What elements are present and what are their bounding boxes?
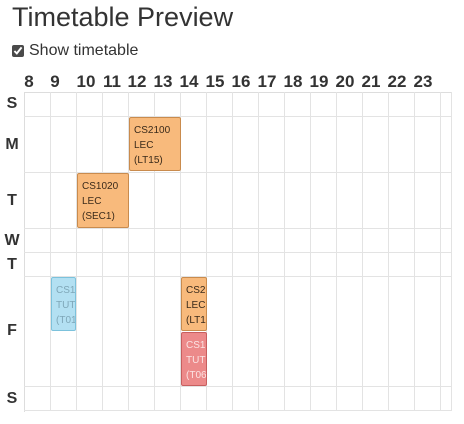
grid-col-line (336, 92, 337, 411)
grid-col-line (451, 92, 452, 411)
event-type: LEC (82, 196, 102, 207)
hour-label-22: 22 (387, 72, 407, 91)
event-group: (T01 (56, 315, 76, 326)
grid-row-line (24, 172, 452, 173)
event-type: TUT (56, 300, 76, 311)
timetable-event-cs2-lec[interactable]: CS2 LEC (LT1 (181, 277, 207, 331)
grid-col-line (284, 92, 285, 411)
day-label-friday: F (7, 322, 17, 339)
grid-row-line (24, 276, 452, 277)
grid-col-line (50, 92, 51, 411)
hour-label-9: 9 (50, 72, 60, 91)
day-label-tuesday: T (7, 192, 17, 209)
show-timetable-checkbox[interactable] (12, 45, 24, 57)
day-label-wednesday: W (4, 232, 20, 249)
timetable-event-cs2100-lec[interactable]: CS2100 LEC (LT15) (129, 117, 181, 171)
event-code: CS1020 (82, 181, 119, 192)
hour-label-23: 23 (413, 72, 433, 91)
page-title: Timetable Preview (12, 2, 234, 32)
hour-label-8: 8 (24, 72, 34, 91)
event-code: CS2 (186, 285, 206, 296)
grid-col-line (258, 92, 259, 411)
day-label-thursday: T (7, 256, 17, 273)
grid-col-line (180, 92, 181, 411)
hour-label-11: 11 (103, 72, 121, 91)
grid-col-line (388, 92, 389, 411)
event-code: CS2100 (134, 125, 171, 136)
event-type: TUT (186, 355, 206, 366)
timetable-event-cs1020-lec[interactable]: CS1020 LEC (SEC1) (77, 173, 129, 228)
grid-row-line (24, 252, 452, 253)
event-code: CS1 (186, 340, 206, 351)
event-group: (LT1 (186, 315, 206, 326)
hour-label-16: 16 (231, 72, 251, 91)
event-group: (SEC1) (82, 211, 115, 222)
grid-col-line (102, 92, 103, 411)
grid-col-line (440, 92, 441, 411)
show-timetable-toggle[interactable]: Show timetable (12, 41, 138, 61)
hour-label-21: 21 (361, 72, 381, 91)
grid-col-line (128, 92, 129, 411)
grid-row-line (24, 386, 452, 387)
day-label-monday: M (5, 136, 19, 153)
grid-col-line (232, 92, 233, 411)
hour-label-10: 10 (76, 72, 96, 91)
event-group: (T06 (186, 370, 207, 381)
grid-row-line (24, 116, 452, 117)
day-label-saturday: S (6, 390, 18, 407)
event-type: LEC (134, 140, 154, 151)
grid-col-line (310, 92, 311, 411)
hour-label-12: 12 (127, 72, 147, 91)
show-timetable-label: Show timetable (29, 42, 139, 59)
hour-label-19: 19 (309, 72, 329, 91)
hour-label-18: 18 (283, 72, 303, 91)
event-group: (LT15) (134, 155, 163, 166)
hour-label-14: 14 (179, 72, 199, 91)
grid-col-line (154, 92, 155, 411)
hour-label-17: 17 (257, 72, 277, 91)
grid-col-line (362, 92, 363, 411)
event-type: LEC (186, 300, 206, 311)
timetable-event-cs1-tut-blue[interactable]: CS1 TUT (T01 (51, 277, 76, 331)
grid-col-line (206, 92, 207, 411)
timetable-event-cs1-tut-red[interactable]: CS1 TUT (T06 (181, 332, 207, 386)
hour-label-13: 13 (153, 72, 173, 91)
grid-col-line (76, 92, 77, 411)
grid-row-line (24, 228, 452, 229)
day-label-sunday: S (6, 95, 18, 112)
hour-label-15: 15 (205, 72, 225, 91)
grid-col-line (414, 92, 415, 411)
grid-row-line (24, 410, 452, 411)
hour-label-20: 20 (335, 72, 355, 91)
event-code: CS1 (56, 285, 76, 296)
